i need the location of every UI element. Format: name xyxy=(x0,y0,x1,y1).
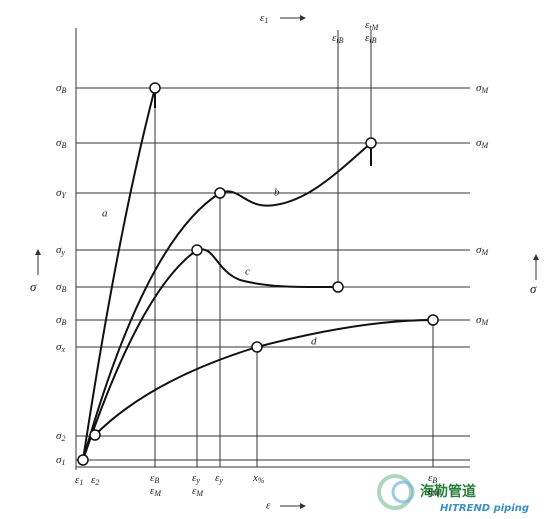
subscript: tB xyxy=(336,36,343,45)
axis-label: σ xyxy=(530,281,537,296)
curve-label: a xyxy=(102,208,108,220)
symbol: σ xyxy=(56,341,62,353)
symbol-label: x% xyxy=(252,472,265,485)
subscript: y xyxy=(195,476,200,485)
subscript: B xyxy=(61,86,66,95)
subscript: y xyxy=(218,476,223,485)
subscript: 1 xyxy=(79,478,83,487)
subscript: 2 xyxy=(95,478,99,487)
watermark-cn: 海勒管道 xyxy=(420,483,476,500)
symbol-label: εB xyxy=(150,472,159,485)
subscript: tM xyxy=(369,23,379,32)
symbol: ε xyxy=(192,485,197,497)
symbol-label: σx xyxy=(56,341,65,354)
subscript: y xyxy=(60,248,65,257)
symbol-label: σB xyxy=(56,314,66,327)
symbol: σ xyxy=(56,137,62,149)
symbol: ε xyxy=(428,485,433,497)
symbol: ε xyxy=(91,474,96,486)
symbol-label: σ1 xyxy=(56,454,65,467)
subscript: M xyxy=(153,489,162,498)
subscript: M xyxy=(480,248,489,257)
symbol: ε xyxy=(428,472,433,484)
symbol: σ xyxy=(476,82,482,94)
subscript: B xyxy=(61,318,66,327)
symbol: σ xyxy=(476,244,482,256)
symbol: ε xyxy=(75,474,80,486)
symbol: ε xyxy=(150,472,155,484)
subscript: 2 xyxy=(61,434,65,443)
symbol-label: σ2 xyxy=(56,430,65,443)
symbol-label: σY xyxy=(56,187,67,200)
symbol-label: ε1 xyxy=(75,474,83,487)
symbol: σ xyxy=(56,281,62,293)
axis-label: ε xyxy=(266,500,271,512)
curve-label: d xyxy=(311,336,317,348)
symbol-label: εtB xyxy=(332,32,344,45)
symbol: ε xyxy=(332,32,337,44)
symbol: σ xyxy=(56,314,62,326)
symbol-label: ε2 xyxy=(91,474,99,487)
watermark: 海勒管道 HITREND piping xyxy=(377,474,529,514)
symbol: σ xyxy=(56,244,62,256)
subscript: B xyxy=(61,285,66,294)
subscript: M xyxy=(480,141,489,150)
symbol-label: σM xyxy=(476,244,489,257)
subscript: Y xyxy=(61,191,67,200)
axis-label: σ xyxy=(30,279,37,294)
symbol: ε xyxy=(150,485,155,497)
curve-label: b xyxy=(274,187,280,199)
subscript: x xyxy=(60,345,65,354)
symbol: ε xyxy=(260,12,265,24)
subscript: 1 xyxy=(61,458,65,467)
symbol-label: ε1 xyxy=(260,12,268,25)
symbol: σ xyxy=(476,314,482,326)
subscript: 1 xyxy=(264,16,268,25)
symbol-label: εtB xyxy=(365,32,377,45)
curve-label: c xyxy=(245,266,250,278)
curves xyxy=(77,82,439,466)
frame xyxy=(35,15,539,509)
symbol-label: εM xyxy=(192,485,204,498)
symbol-label: σB xyxy=(56,137,66,150)
symbol: σ xyxy=(56,454,62,466)
symbol: σ xyxy=(56,82,62,94)
subscript: tB xyxy=(369,36,376,45)
symbol: σ xyxy=(476,137,482,149)
symbol: ε xyxy=(192,472,197,484)
subscript: M xyxy=(195,489,204,498)
subscript: M xyxy=(480,86,489,95)
symbol-label: σM xyxy=(476,314,489,327)
subscript: M xyxy=(480,318,489,327)
symbol-label: εM xyxy=(150,485,162,498)
symbol-label: σB xyxy=(56,82,66,95)
watermark-en: HITREND piping xyxy=(440,503,529,514)
symbol: σ xyxy=(56,430,62,442)
subscript: % xyxy=(258,476,265,485)
subscript: B xyxy=(61,141,66,150)
symbol-label: εy xyxy=(192,472,200,485)
symbol: ε xyxy=(215,472,220,484)
symbol-label: σM xyxy=(476,82,489,95)
symbol-label: σM xyxy=(476,137,489,150)
symbol-label: εB xyxy=(428,472,437,485)
subscript: M xyxy=(431,489,440,498)
symbol-label: εM xyxy=(428,485,440,498)
subscript: B xyxy=(154,476,159,485)
symbol: ε xyxy=(365,19,370,31)
symbol: ε xyxy=(365,32,370,44)
symbol: σ xyxy=(56,187,62,199)
symbol: x xyxy=(252,472,258,484)
symbol-label: σB xyxy=(56,281,66,294)
subscript: B xyxy=(432,476,437,485)
symbol-label: σy xyxy=(56,244,65,257)
symbol-label: εtM xyxy=(365,19,380,32)
symbol-label: εy xyxy=(215,472,223,485)
